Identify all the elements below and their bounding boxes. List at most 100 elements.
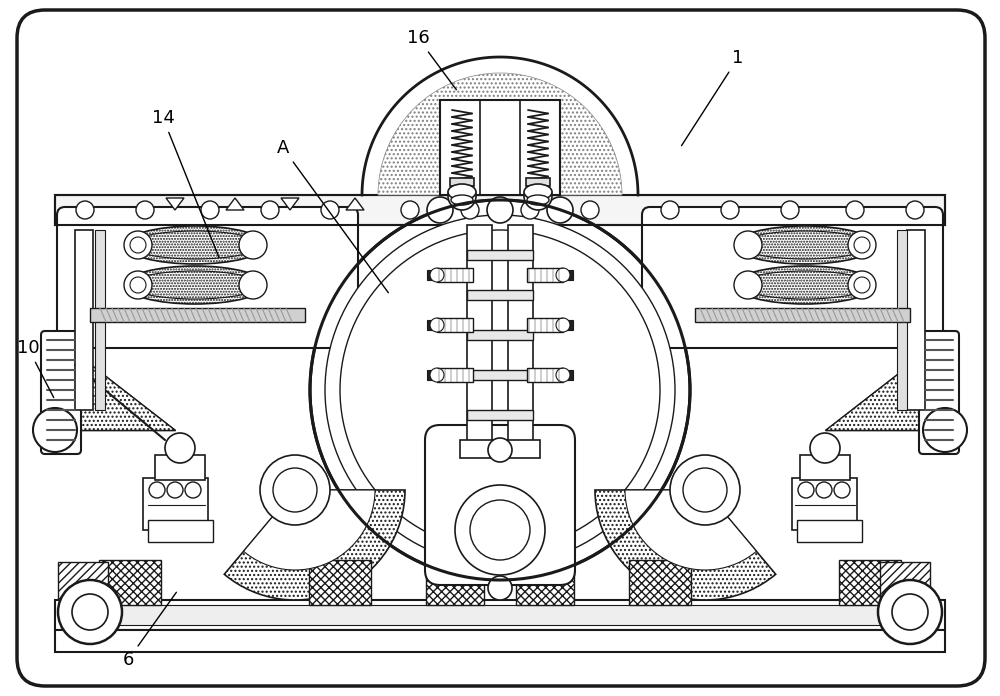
Bar: [427, 270, 439, 280]
Circle shape: [581, 201, 599, 219]
Circle shape: [906, 201, 924, 219]
Bar: [880, 562, 930, 600]
Text: 16: 16: [407, 29, 456, 90]
Circle shape: [430, 318, 444, 332]
Bar: [427, 370, 439, 380]
Circle shape: [848, 231, 876, 259]
Circle shape: [165, 433, 195, 463]
Polygon shape: [166, 198, 184, 210]
Bar: [72, 605, 928, 625]
Bar: [437, 318, 473, 332]
Bar: [90, 308, 305, 322]
Ellipse shape: [527, 195, 549, 205]
Bar: [467, 250, 533, 260]
Circle shape: [72, 594, 108, 630]
Circle shape: [854, 237, 870, 253]
Ellipse shape: [524, 184, 552, 200]
Circle shape: [310, 200, 690, 580]
Circle shape: [734, 231, 762, 259]
Circle shape: [167, 482, 183, 498]
Circle shape: [239, 271, 267, 299]
Bar: [55, 195, 945, 225]
Bar: [426, 560, 484, 605]
FancyBboxPatch shape: [17, 10, 985, 686]
Circle shape: [201, 201, 219, 219]
Bar: [55, 630, 945, 652]
Circle shape: [321, 201, 339, 219]
Polygon shape: [362, 57, 638, 195]
Bar: [440, 100, 560, 195]
Bar: [460, 440, 540, 458]
FancyBboxPatch shape: [642, 207, 943, 348]
Circle shape: [521, 201, 539, 219]
Polygon shape: [72, 350, 175, 430]
Circle shape: [455, 485, 545, 575]
Bar: [99, 560, 161, 605]
FancyBboxPatch shape: [425, 425, 575, 585]
Bar: [427, 320, 439, 330]
Circle shape: [661, 201, 679, 219]
FancyBboxPatch shape: [57, 207, 358, 348]
Bar: [561, 370, 573, 380]
Bar: [58, 562, 108, 600]
Bar: [95, 230, 105, 410]
Circle shape: [261, 201, 279, 219]
Ellipse shape: [125, 226, 265, 264]
Circle shape: [810, 433, 840, 463]
Text: 10: 10: [17, 339, 54, 397]
Circle shape: [401, 201, 419, 219]
Circle shape: [878, 580, 942, 644]
Bar: [309, 560, 371, 605]
Bar: [467, 225, 492, 445]
Circle shape: [834, 482, 850, 498]
Polygon shape: [346, 198, 364, 210]
Bar: [55, 195, 945, 225]
Bar: [527, 318, 563, 332]
Circle shape: [487, 197, 513, 223]
Circle shape: [734, 271, 762, 299]
Bar: [516, 560, 574, 605]
Bar: [897, 230, 907, 410]
Ellipse shape: [125, 266, 265, 304]
Bar: [907, 230, 925, 410]
Text: 14: 14: [152, 109, 219, 258]
Circle shape: [58, 580, 122, 644]
Circle shape: [149, 482, 165, 498]
Circle shape: [683, 468, 727, 512]
Ellipse shape: [130, 271, 260, 299]
Circle shape: [721, 201, 739, 219]
Wedge shape: [224, 490, 405, 600]
Ellipse shape: [740, 271, 870, 299]
Polygon shape: [825, 350, 928, 430]
Circle shape: [427, 197, 453, 223]
Circle shape: [556, 368, 570, 382]
Text: 1: 1: [682, 49, 744, 145]
Circle shape: [923, 408, 967, 452]
Circle shape: [798, 482, 814, 498]
Bar: [527, 368, 563, 382]
Wedge shape: [625, 490, 756, 570]
Circle shape: [670, 455, 740, 525]
Polygon shape: [825, 350, 928, 430]
Circle shape: [124, 271, 152, 299]
Bar: [437, 368, 473, 382]
Bar: [155, 455, 205, 480]
Circle shape: [854, 277, 870, 293]
Circle shape: [260, 455, 330, 525]
Polygon shape: [281, 198, 299, 210]
Text: A: A: [277, 139, 388, 293]
Bar: [55, 600, 945, 630]
Circle shape: [185, 482, 201, 498]
Polygon shape: [378, 73, 622, 195]
Circle shape: [846, 201, 864, 219]
Circle shape: [524, 182, 552, 210]
Ellipse shape: [735, 226, 875, 264]
Text: 6: 6: [122, 592, 176, 669]
Circle shape: [76, 201, 94, 219]
Wedge shape: [595, 490, 776, 600]
Bar: [467, 410, 533, 420]
Circle shape: [430, 268, 444, 282]
Bar: [467, 330, 533, 340]
Circle shape: [430, 368, 444, 382]
Circle shape: [848, 271, 876, 299]
